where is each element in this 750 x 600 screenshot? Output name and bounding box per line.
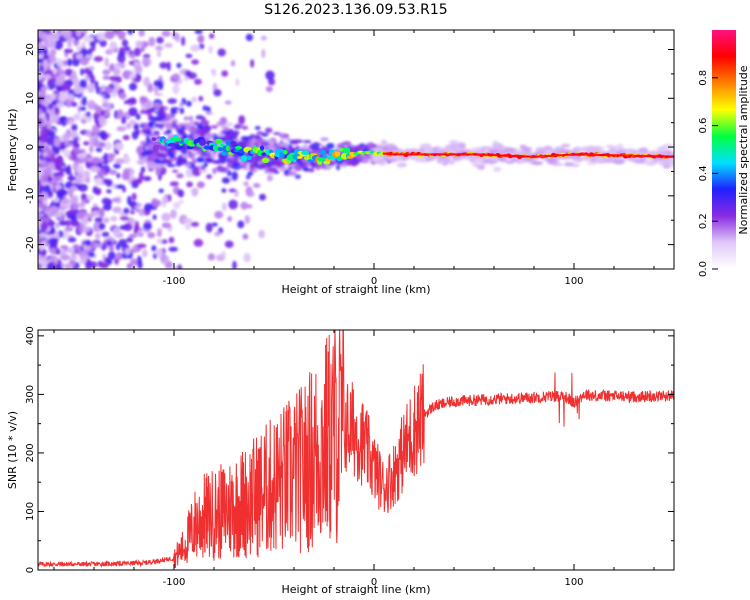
colorbar: 0.0 0.2 0.4 0.6 0.8 Normalized spectral ampl… <box>698 30 750 277</box>
spectrogram-frame <box>37 29 675 270</box>
spectrogram-y-tick-label: -20 <box>25 236 36 252</box>
colorbar-tick-label: 0.6 <box>698 118 709 134</box>
spectrogram-x-axis-label: Height of straight line (km) <box>281 283 430 296</box>
snr-x-ticks: -100 0 100 <box>53 330 655 588</box>
snr-line <box>38 330 674 569</box>
snr-y-tick-label: 400 <box>25 326 36 345</box>
snr-y-tick-label: 100 <box>25 502 36 521</box>
colorbar-tick-label: 0.8 <box>698 70 709 86</box>
spectrogram-x-tick-label: 100 <box>564 276 583 287</box>
snr-panel: -100 0 100 0 100 200 300 400 Height of straigh… <box>6 326 675 596</box>
spectrogram-y-ticks: -20 -10 0 10 20 <box>25 43 674 270</box>
snr-frame <box>37 329 675 571</box>
snr-x-tick-label: 100 <box>564 577 583 588</box>
colorbar-tick-label: 0.0 <box>698 261 709 277</box>
snr-y-tick-label: 200 <box>25 443 36 462</box>
snr-y-tick-label: 300 <box>25 385 36 404</box>
spectrogram-y-tick-label: -10 <box>25 188 36 204</box>
spectrogram-y-tick-label: 0 <box>25 144 36 150</box>
snr-x-axis-label: Height of straight line (km) <box>281 583 430 596</box>
snr-y-tick-label: 0 <box>25 567 36 573</box>
colorbar-label: Normalized spectral amplitude <box>737 65 750 234</box>
spectrogram-heatmap <box>38 30 674 269</box>
snr-x-tick-label: 0 <box>371 577 377 588</box>
colorbar-tick-label: 0.2 <box>698 213 709 229</box>
snr-y-ticks: 0 100 200 300 400 <box>25 326 674 573</box>
spectrogram-x-ticks: -100 0 100 <box>53 30 655 287</box>
spectrogram-x-tick-label: 0 <box>371 276 377 287</box>
figure-title: S126.2023.136.09.53.R15 <box>264 2 447 18</box>
snr-x-tick-label: -100 <box>163 577 186 588</box>
colorbar-ticks: 0.0 0.2 0.4 0.6 0.8 <box>698 70 718 277</box>
spectrogram-x-tick-label: -100 <box>163 276 186 287</box>
colorbar-bar <box>712 30 736 269</box>
snr-y-axis-label: SNR (10 * v/v) <box>6 411 19 489</box>
spectrogram-y-tick-label: 20 <box>25 43 36 56</box>
colorbar-tick-label: 0.4 <box>698 165 709 181</box>
spectrogram-y-tick-label: 10 <box>25 92 36 105</box>
spectrogram-y-axis-label: Frequency (Hz) <box>6 109 19 192</box>
